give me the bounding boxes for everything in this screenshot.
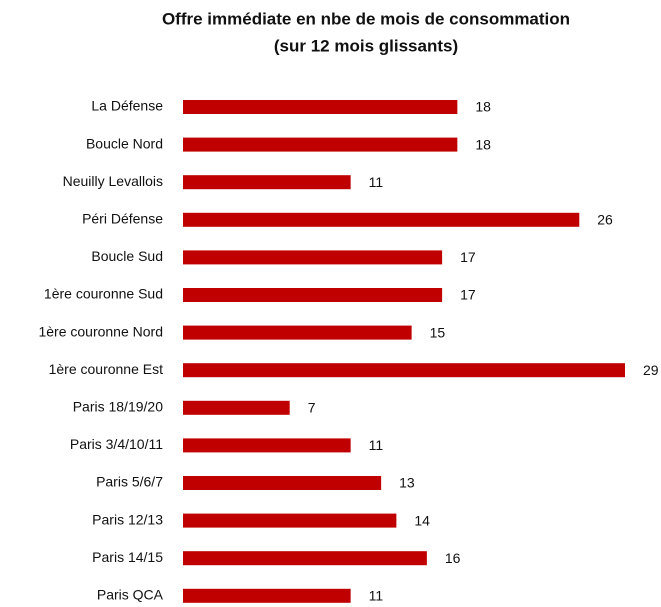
category-label: Boucle Nord (86, 135, 163, 151)
bar (183, 476, 382, 490)
data-label: 17 (460, 249, 476, 265)
bar (183, 100, 458, 114)
data-label: 11 (369, 174, 384, 190)
bar (183, 288, 443, 302)
category-label: Paris 5/6/7 (96, 474, 163, 490)
bar (183, 513, 397, 528)
data-label: 7 (308, 400, 316, 416)
bar (183, 588, 351, 603)
data-label: 13 (399, 475, 415, 491)
data-label: 11 (369, 437, 384, 453)
category-label: Paris QCA (97, 587, 164, 603)
bar (183, 438, 351, 453)
data-label: 11 (369, 588, 384, 604)
bar (183, 137, 458, 152)
bar (183, 325, 412, 340)
category-label: 1ère couronne Est (49, 361, 164, 377)
bar (183, 212, 580, 227)
category-label: Paris 12/13 (92, 511, 163, 527)
data-label: 18 (475, 136, 491, 152)
data-label: 29 (643, 362, 659, 378)
bar (183, 400, 290, 415)
data-label: 14 (414, 512, 430, 528)
data-label: 16 (445, 550, 461, 566)
bar (183, 551, 427, 566)
bar (183, 363, 625, 378)
chart-subtitle: (sur 12 mois glissants) (274, 36, 458, 55)
category-label: Paris 3/4/10/11 (70, 436, 163, 452)
data-label: 18 (475, 99, 491, 115)
category-label: Boucle Sud (91, 248, 163, 264)
data-label: 17 (460, 287, 476, 303)
category-label: 1ère couronne Nord (38, 323, 163, 339)
chart-title: Offre immédiate en nbe de mois de consom… (162, 9, 570, 28)
category-label: 1ère couronne Sud (44, 286, 163, 302)
data-label: 15 (430, 324, 446, 340)
data-label: 26 (597, 212, 613, 228)
bar (183, 250, 443, 265)
category-label: Paris 18/19/20 (73, 399, 163, 415)
category-label: Péri Défense (82, 211, 163, 227)
category-label: Paris 14/15 (92, 549, 163, 565)
bar (183, 175, 351, 190)
category-label: La Défense (91, 98, 163, 114)
category-label: Neuilly Levallois (63, 173, 163, 189)
